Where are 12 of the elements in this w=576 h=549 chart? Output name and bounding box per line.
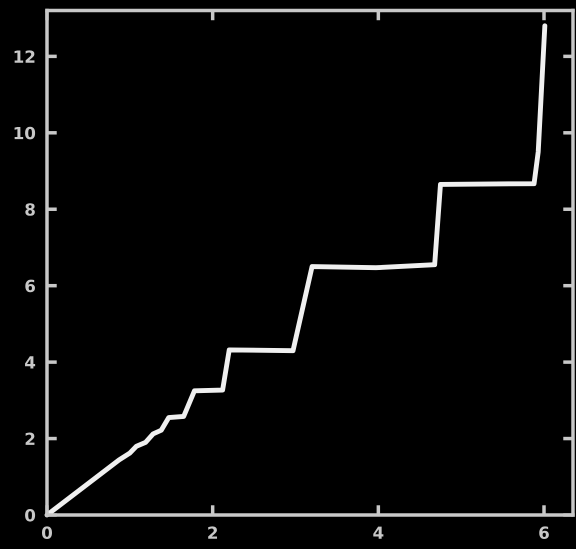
x-tick-label: 2 xyxy=(208,526,218,539)
y-tick-label: 2 xyxy=(26,432,34,445)
y-tick-label: 6 xyxy=(25,280,35,292)
x-tick-label: 4 xyxy=(373,526,384,539)
y-tick-label: 0 xyxy=(25,508,36,522)
y-tick-label: 4 xyxy=(25,356,36,368)
y-tick-label: 8 xyxy=(25,203,35,216)
x-tick-label: 6 xyxy=(539,526,549,540)
x-tick-label: 0 xyxy=(42,526,52,540)
y-tick-label: 12 xyxy=(14,50,34,63)
line-series xyxy=(44,23,548,518)
y-tick-label: 10 xyxy=(14,126,36,140)
